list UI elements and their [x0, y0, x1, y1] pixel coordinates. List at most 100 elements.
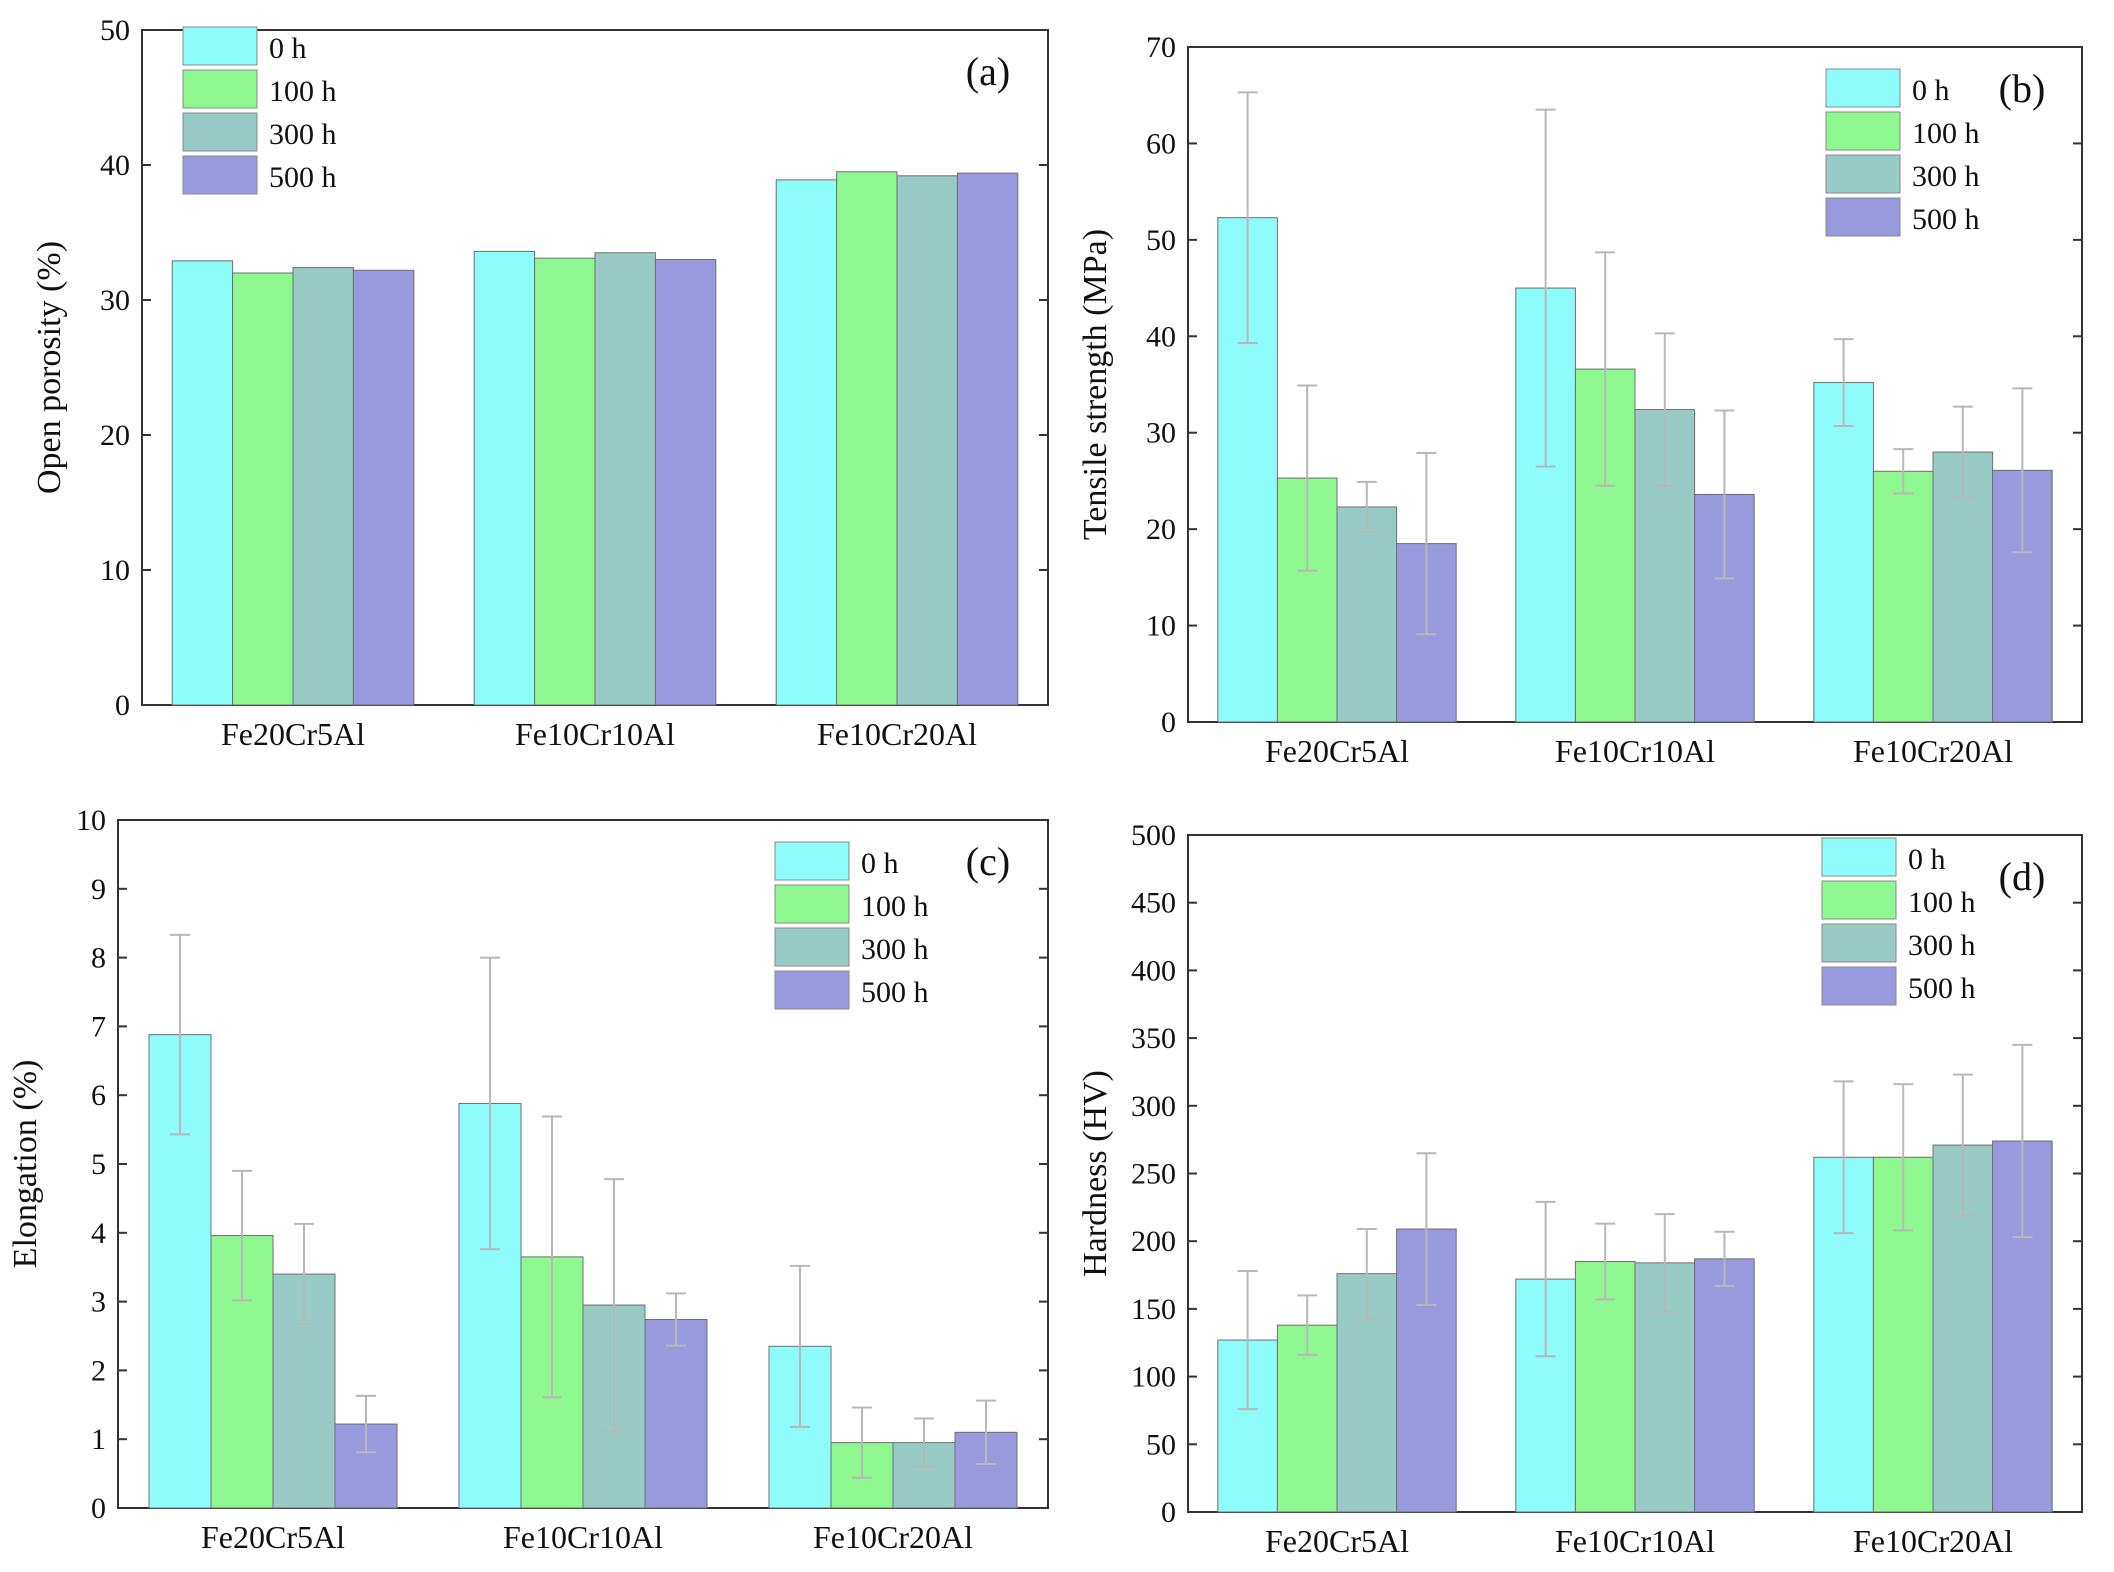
y-tick-label: 50 [1146, 224, 1176, 257]
y-tick-label: 6 [91, 1079, 106, 1112]
x-tick-label: Fe10Cr10Al [1555, 733, 1715, 769]
bar-0h-Fe10Cr20Al [775, 179, 838, 706]
y-tick-label: 100 [1131, 1361, 1176, 1394]
legend-label: 0 h [269, 32, 307, 65]
panel-label: (c) [966, 839, 1010, 884]
y-tick-label: 5 [91, 1148, 106, 1181]
legend-swatch [1825, 197, 1901, 237]
y-tick-label: 20 [100, 419, 130, 452]
bar-500h-Fe20Cr5Al [352, 269, 415, 706]
legend-swatch [182, 69, 258, 109]
y-tick-label: 400 [1131, 954, 1176, 987]
bar-0h-Fe10Cr10Al [1515, 287, 1576, 723]
bar-500h-Fe10Cr20Al [956, 172, 1019, 706]
x-tick-label: Fe20Cr5Al [1265, 1523, 1409, 1559]
y-tick-label: 40 [100, 149, 130, 182]
y-tick-label: 300 [1131, 1090, 1176, 1123]
legend-swatch [774, 884, 850, 924]
y-tick-label: 7 [91, 1010, 106, 1043]
bar-0h-Fe10Cr10Al [458, 1102, 522, 1509]
y-tick-label: 350 [1131, 1022, 1176, 1055]
y-tick-label: 50 [1146, 1428, 1176, 1461]
x-tick-label: Fe10Cr20Al [1853, 1523, 2013, 1559]
legend-label: 500 h [269, 161, 337, 194]
y-tick-label: 450 [1131, 887, 1176, 920]
legend-label: 300 h [861, 933, 929, 966]
legend-label: 300 h [1912, 160, 1980, 193]
panel-label: (d) [1999, 854, 2046, 899]
legend-swatch [774, 927, 850, 967]
legend-swatch [182, 155, 258, 195]
legend-swatch [182, 112, 258, 152]
panel-label: (a) [966, 49, 1010, 94]
bar-100h-Fe10Cr20Al [1872, 470, 1934, 723]
y-tick-label: 0 [1161, 1496, 1176, 1529]
chart-panel-c: 0 1 2 3 4 5 6 7 8 9 10 Elongation (%) Fe20Cr5Al Fe10C… [7, 804, 1049, 1555]
y-tick-label: 10 [100, 554, 130, 587]
legend-swatch [1821, 966, 1897, 1006]
x-tick-label: Fe10Cr20Al [813, 1519, 973, 1555]
legend-swatch [1825, 111, 1901, 151]
y-tick-label: 3 [91, 1286, 106, 1319]
bar-0h-Fe10Cr20Al [1813, 382, 1874, 723]
y-tick-label: 10 [1146, 610, 1176, 643]
bar-100h-Fe10Cr10Al [1574, 1261, 1636, 1513]
y-tick-label: 30 [1146, 417, 1176, 450]
x-tick-label: Fe20Cr5Al [221, 716, 365, 752]
y-tick-label: 30 [100, 284, 130, 317]
y-tick-label: 0 [91, 1492, 106, 1525]
y-tick-label: 0 [115, 689, 130, 722]
bar-300h-Fe10Cr20Al [896, 175, 958, 706]
bar-500h-Fe10Cr10Al [644, 1318, 708, 1509]
y-tick-label: 70 [1146, 31, 1176, 64]
legend-swatch [774, 841, 850, 881]
bar-300h-Fe20Cr5Al [292, 267, 354, 706]
y-tick-label: 4 [91, 1217, 106, 1250]
x-tick-label: Fe10Cr20Al [817, 716, 977, 752]
legend-label: 0 h [1912, 74, 1950, 107]
legend-label: 300 h [1908, 929, 1976, 962]
y-tick-label: 9 [91, 873, 106, 906]
legend-label: 300 h [269, 118, 337, 151]
legend-swatch [1821, 880, 1897, 920]
y-axis-title: Elongation (%) [7, 1060, 44, 1269]
bar-500h-Fe10Cr10Al [654, 259, 717, 706]
x-tick-label: Fe10Cr20Al [1853, 733, 2013, 769]
chart-panel-d: 0 50 100 150 200 250 300 350 400 450 500 Hardness (… [1077, 819, 2083, 1559]
y-tick-label: 2 [91, 1354, 106, 1387]
y-axis-title: Tensile strength (MPa) [1077, 229, 1114, 540]
legend-label: 500 h [1912, 203, 1980, 236]
legend-swatch [1825, 68, 1901, 108]
bar-100h-Fe20Cr5Al [232, 272, 294, 706]
chart-panel-b: 0 10 20 30 40 50 60 70 Tensile strength (MPa) Fe2… [1077, 31, 2083, 769]
chart-panel-a: 0 10 20 30 40 50 Open porosity (%) Fe20Cr5Al Fe1… [31, 14, 1049, 752]
bar-100h-Fe20Cr5Al [1276, 1324, 1338, 1513]
legend-label: 0 h [861, 847, 899, 880]
bar-300h-Fe20Cr5Al [1336, 506, 1398, 723]
legend-label: 100 h [861, 890, 929, 923]
y-tick-label: 200 [1131, 1225, 1176, 1258]
legend-swatch [1821, 923, 1897, 963]
y-axis-title: Hardness (HV) [1077, 1070, 1114, 1277]
bar-100h-Fe10Cr10Al [534, 257, 596, 706]
bar-100h-Fe10Cr20Al [836, 171, 898, 706]
bar-300h-Fe10Cr10Al [594, 252, 656, 706]
bar-500h-Fe10Cr10Al [1694, 1258, 1755, 1513]
y-tick-label: 20 [1146, 513, 1176, 546]
legend-label: 0 h [1908, 843, 1946, 876]
y-axis-title: Open porosity (%) [31, 241, 68, 494]
legend-swatch [182, 26, 258, 66]
legend-label: 500 h [861, 976, 929, 1009]
y-tick-label: 250 [1131, 1158, 1176, 1191]
x-tick-label: Fe10Cr10Al [515, 716, 675, 752]
y-tick-label: 60 [1146, 127, 1176, 160]
bar-0h-Fe20Cr5Al [171, 260, 234, 706]
x-tick-label: Fe20Cr5Al [201, 1519, 345, 1555]
x-tick-label: Fe10Cr10Al [1555, 1523, 1715, 1559]
y-tick-label: 150 [1131, 1293, 1176, 1326]
x-tick-label: Fe20Cr5Al [1265, 733, 1409, 769]
legend-label: 100 h [269, 75, 337, 108]
legend-swatch [1821, 837, 1897, 877]
